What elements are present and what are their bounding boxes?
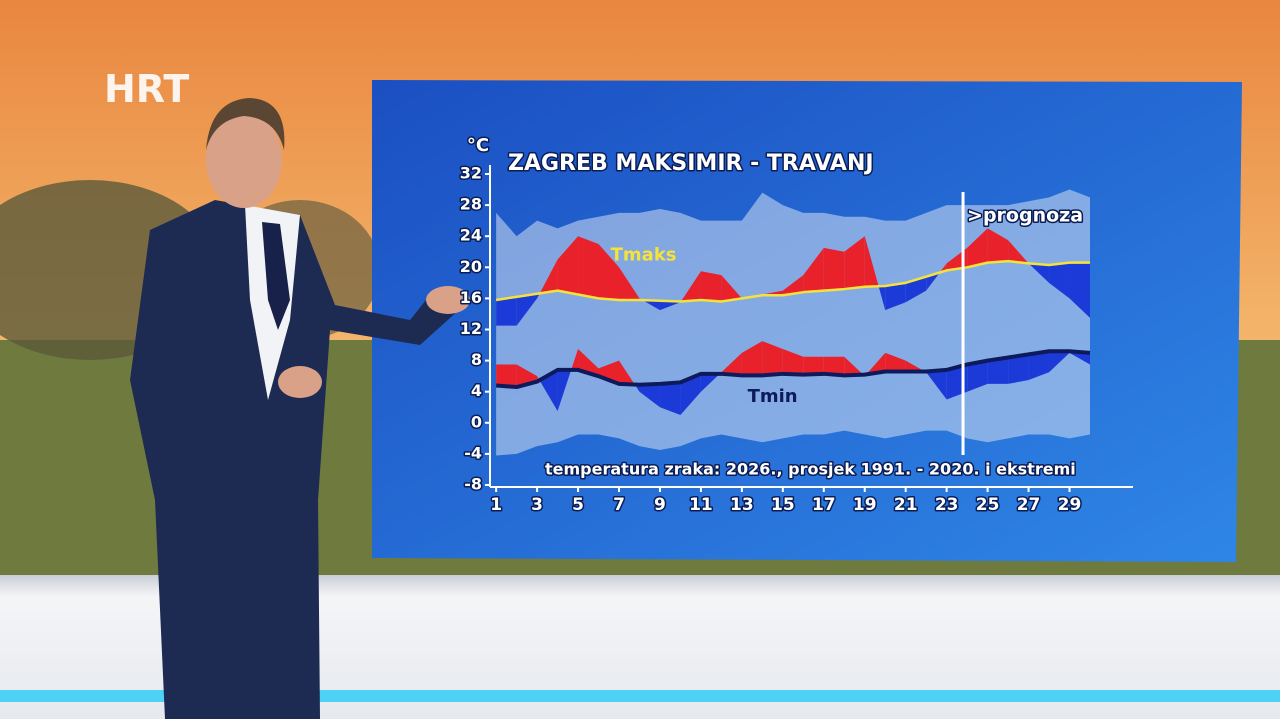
anomaly-fill bbox=[557, 369, 572, 412]
anomaly-fill bbox=[987, 357, 1009, 384]
anomaly-fill bbox=[905, 360, 925, 372]
anomaly-fill bbox=[967, 228, 988, 268]
anomaly-fill bbox=[823, 247, 845, 291]
anomaly-fill bbox=[762, 341, 783, 376]
y-tick-label: 32 bbox=[460, 164, 482, 183]
x-tick-label: 15 bbox=[771, 495, 795, 515]
anomaly-fill bbox=[905, 276, 927, 303]
anomaly-fill bbox=[642, 300, 660, 311]
anomaly-fill bbox=[659, 300, 681, 311]
anomaly-fill bbox=[721, 352, 742, 376]
anomaly-fill bbox=[639, 383, 660, 408]
anomaly-fill bbox=[1069, 351, 1090, 365]
anomaly-fill bbox=[619, 360, 635, 385]
anomaly-fill bbox=[926, 272, 940, 291]
x-tick-label: 11 bbox=[689, 495, 713, 515]
forecast-label: >prognoza bbox=[967, 205, 1083, 227]
presenter bbox=[130, 98, 470, 719]
x-tick-label: 3 bbox=[531, 495, 543, 515]
extremes-band bbox=[496, 189, 1090, 456]
anomaly-fill bbox=[782, 275, 804, 296]
anomaly-fill bbox=[721, 275, 742, 302]
anomaly-fill bbox=[578, 236, 599, 299]
y-tick-label: -4 bbox=[464, 443, 482, 462]
y-tick-label: -8 bbox=[464, 475, 482, 494]
anomaly-fill bbox=[598, 243, 620, 300]
anomaly-fill bbox=[598, 360, 620, 384]
y-tick-label: 16 bbox=[460, 288, 482, 307]
x-tick-label: 1 bbox=[490, 495, 502, 515]
y-tick-label: 8 bbox=[471, 350, 482, 369]
anomaly-fill bbox=[878, 285, 886, 311]
y-tick-label: 0 bbox=[471, 412, 482, 431]
chart-subtitle: temperatura zraka: 2026., prosjek 1991. … bbox=[545, 460, 1076, 479]
anomaly-fill bbox=[571, 348, 579, 370]
average-line bbox=[495, 259, 1090, 303]
x-tick-label: 19 bbox=[853, 495, 877, 515]
x-tick-label: 7 bbox=[613, 495, 625, 515]
anomaly-fill bbox=[659, 382, 681, 416]
x-tick-label: 13 bbox=[730, 495, 754, 515]
anomaly-fill bbox=[885, 352, 906, 372]
anomaly-fill bbox=[700, 373, 720, 392]
anomaly-fill bbox=[1008, 354, 1029, 384]
anomaly-fill bbox=[1049, 262, 1070, 299]
average-line bbox=[495, 349, 1091, 390]
anomaly-fill bbox=[1049, 351, 1070, 373]
anomaly-fill bbox=[823, 356, 845, 376]
x-tick-label: 21 bbox=[894, 495, 918, 515]
anomaly-fill bbox=[844, 356, 864, 376]
anomaly-fill bbox=[885, 282, 906, 311]
anomaly-fill bbox=[619, 267, 640, 300]
x-tick-label: 9 bbox=[654, 495, 666, 515]
stage-light-strip bbox=[0, 690, 1280, 702]
anomaly-fill bbox=[516, 293, 538, 326]
y-tick-label: 20 bbox=[460, 257, 482, 276]
anomaly-fill bbox=[1008, 240, 1029, 264]
anomaly-fill bbox=[844, 236, 865, 290]
chart-title: ZAGREB MAKSIMIR - TRAVANJ bbox=[508, 151, 874, 176]
anomaly-fill bbox=[578, 348, 599, 377]
y-tick-label: 24 bbox=[460, 226, 482, 245]
anomaly-fill bbox=[866, 352, 886, 375]
y-tick-label: 28 bbox=[460, 195, 482, 214]
anomaly-fill bbox=[1028, 351, 1050, 381]
anomaly-fill bbox=[1028, 263, 1050, 283]
x-tick-label: 23 bbox=[935, 495, 959, 515]
y-unit: °C bbox=[467, 135, 489, 156]
anomaly-fill bbox=[782, 348, 804, 375]
y-tick-label: 12 bbox=[460, 319, 482, 338]
x-tick-label: 17 bbox=[812, 495, 836, 515]
anomaly-fill bbox=[987, 228, 1009, 263]
series-label: Tmin bbox=[748, 386, 798, 407]
anomaly-fill bbox=[557, 236, 579, 295]
channel-logo: HRT bbox=[104, 67, 189, 111]
anomaly-fill bbox=[926, 369, 947, 400]
anomaly-fill bbox=[803, 356, 824, 375]
x-tick-label: 5 bbox=[572, 495, 584, 515]
x-tick-label: 27 bbox=[1017, 495, 1041, 515]
x-tick-label: 25 bbox=[976, 495, 1000, 515]
anomaly-fill bbox=[803, 247, 824, 293]
anomaly-fill bbox=[700, 271, 722, 302]
anomaly-fill bbox=[1069, 262, 1090, 318]
y-tick-label: 4 bbox=[471, 381, 482, 400]
anomaly-fill bbox=[864, 236, 879, 287]
anomaly-fill bbox=[496, 296, 517, 326]
anomaly-fill bbox=[680, 271, 701, 302]
anomaly-fill bbox=[496, 364, 517, 388]
anomaly-fill bbox=[680, 373, 701, 416]
anomaly-fill bbox=[539, 259, 558, 294]
anomaly-fill bbox=[967, 360, 988, 392]
anomaly-fill bbox=[539, 369, 558, 412]
chart: °C ZAGREB MAKSIMIR - TRAVANJ Tmaks Tmin >p… bbox=[458, 134, 1133, 517]
x-tick-label: 29 bbox=[1058, 495, 1082, 515]
anomaly-fill bbox=[741, 341, 763, 376]
series-label: Tmaks bbox=[611, 245, 677, 266]
